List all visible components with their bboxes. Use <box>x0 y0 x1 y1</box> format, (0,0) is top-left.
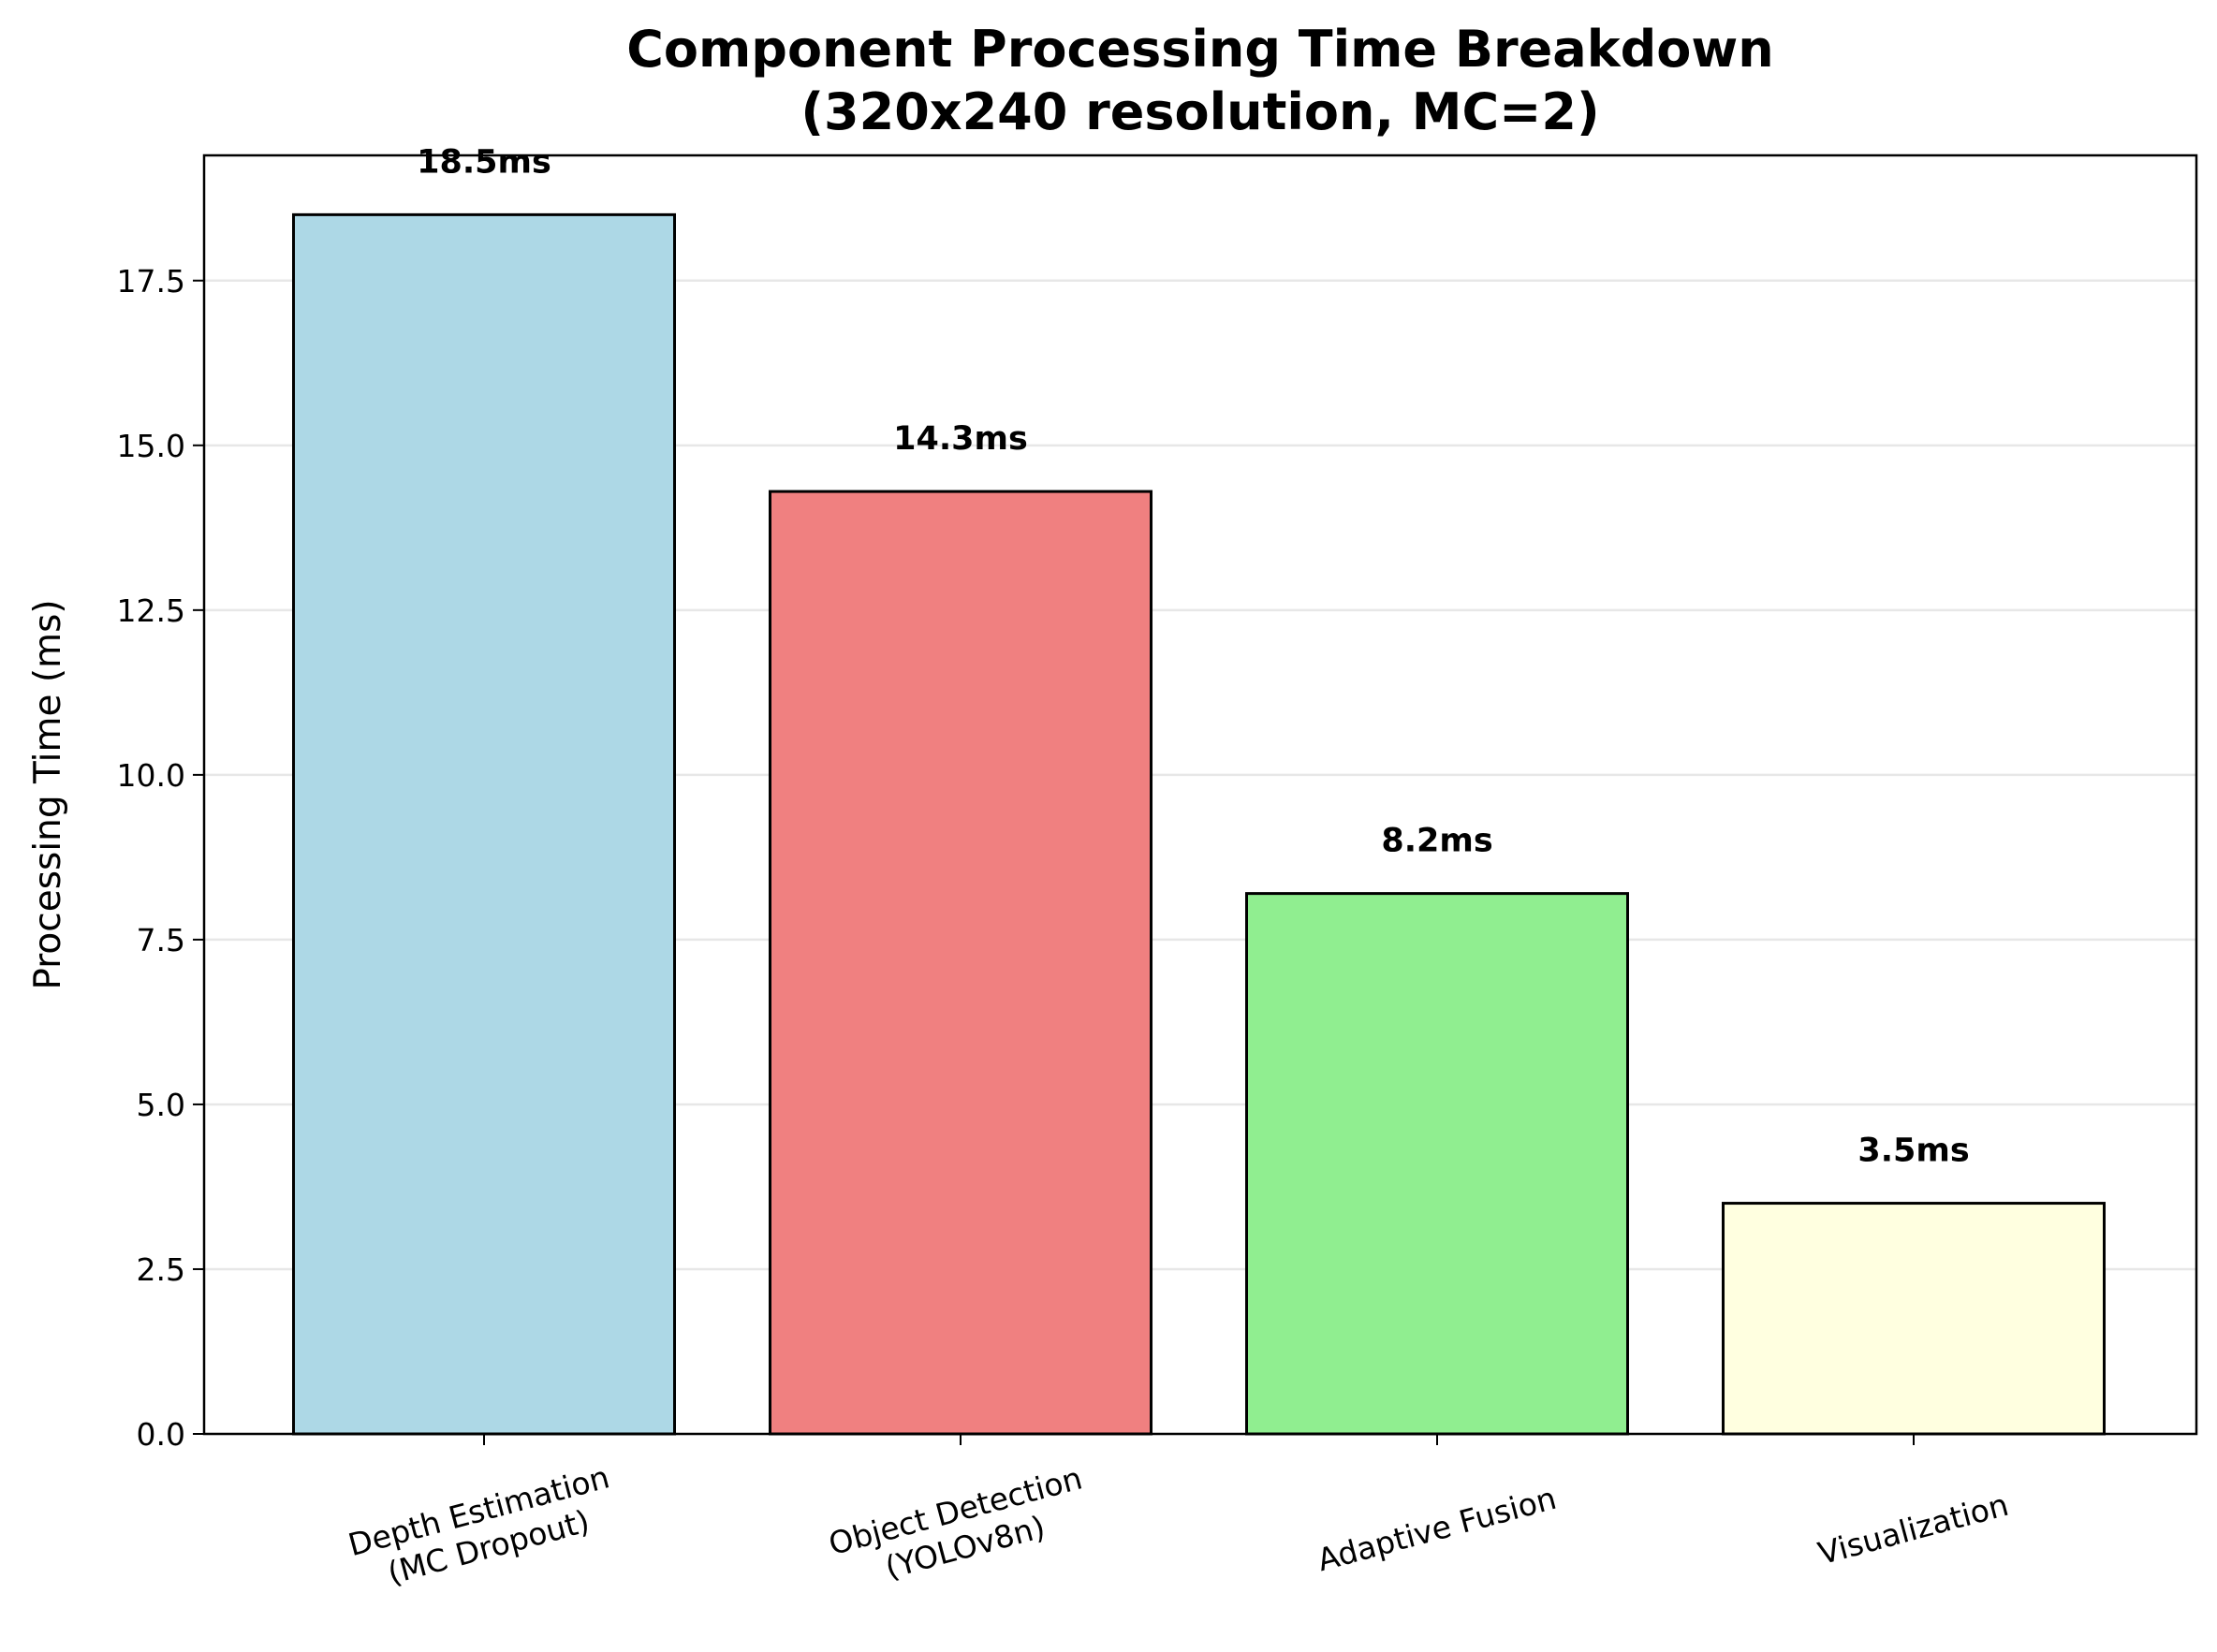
chart-title-line: Component Processing Time Breakdown <box>626 20 1773 79</box>
bar-value-label: 8.2ms <box>1381 823 1492 860</box>
y-tick-label: 0.0 <box>137 1416 185 1453</box>
y-tick-label: 7.5 <box>137 922 185 958</box>
y-tick-label: 2.5 <box>137 1251 185 1288</box>
y-tick-label: 10.0 <box>117 757 185 794</box>
bar-value-label: 3.5ms <box>1857 1133 1969 1170</box>
data-labels: 18.5ms 14.3ms 8.2ms 3.5ms <box>417 143 1969 1169</box>
bar-2 <box>1245 892 1629 1436</box>
y-tick-label: 17.5 <box>117 263 185 300</box>
chart-title: Component Processing Time Breakdown(320x… <box>626 20 1773 141</box>
chart-title-line: (320x240 resolution, MC=2) <box>800 82 1599 141</box>
y-axis-ticks: 0.0 2.5 5.0 7.5 10.0 12.5 15.0 17.5 <box>117 263 204 1453</box>
y-axis-label: Processing Time (ms) <box>27 599 69 989</box>
y-tick-label: 12.5 <box>117 592 185 629</box>
bar-value-label: 14.3ms <box>893 420 1028 458</box>
y-tick-label: 15.0 <box>117 428 185 464</box>
bar-value-label: 18.5ms <box>417 143 551 181</box>
y-tick-label: 5.0 <box>137 1087 185 1123</box>
plot-area-frame <box>202 154 2198 1436</box>
bars <box>292 212 2106 1436</box>
bar-0 <box>292 212 676 1436</box>
bar-1 <box>769 490 1153 1436</box>
bar-3 <box>1722 1202 2106 1436</box>
